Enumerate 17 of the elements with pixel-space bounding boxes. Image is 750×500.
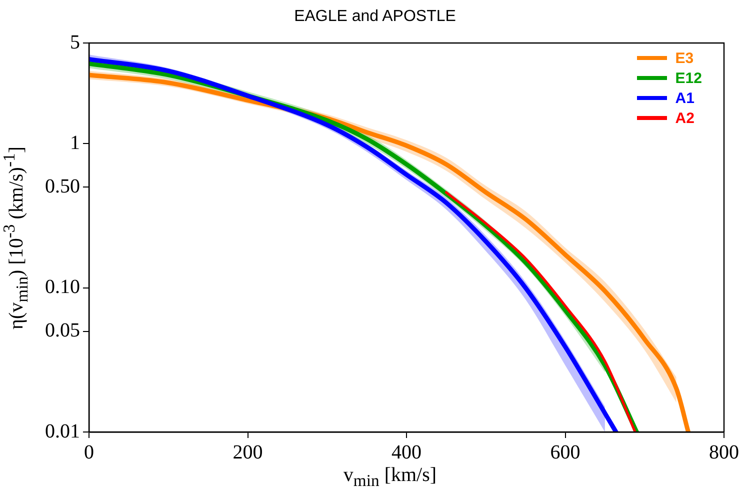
y-tick-label: 0.50 — [45, 175, 80, 198]
y-tick-label: 5 — [70, 31, 80, 54]
x-tick-label: 600 — [550, 441, 580, 464]
y-tick-label: 0.05 — [45, 320, 80, 342]
x-tick-label: 800 — [709, 441, 739, 464]
legend-label: E12 — [675, 70, 702, 86]
x-tick-label: 400 — [392, 441, 422, 464]
chart-title: EAGLE and APOSTLE — [293, 8, 457, 26]
legend-label: A1 — [675, 90, 694, 106]
x-axis-title: v$_{min}$ [km/s] — [342, 464, 438, 491]
legend-label: E3 — [675, 50, 694, 66]
legend-label: A2 — [675, 110, 694, 126]
y-tick-label: 1 — [70, 132, 80, 154]
y-tick-label: 0.01 — [45, 420, 80, 442]
x-tick-label: 200 — [232, 441, 263, 464]
y-tick-label: 0.10 — [45, 276, 80, 298]
x-tick-label: 0 — [84, 441, 94, 464]
